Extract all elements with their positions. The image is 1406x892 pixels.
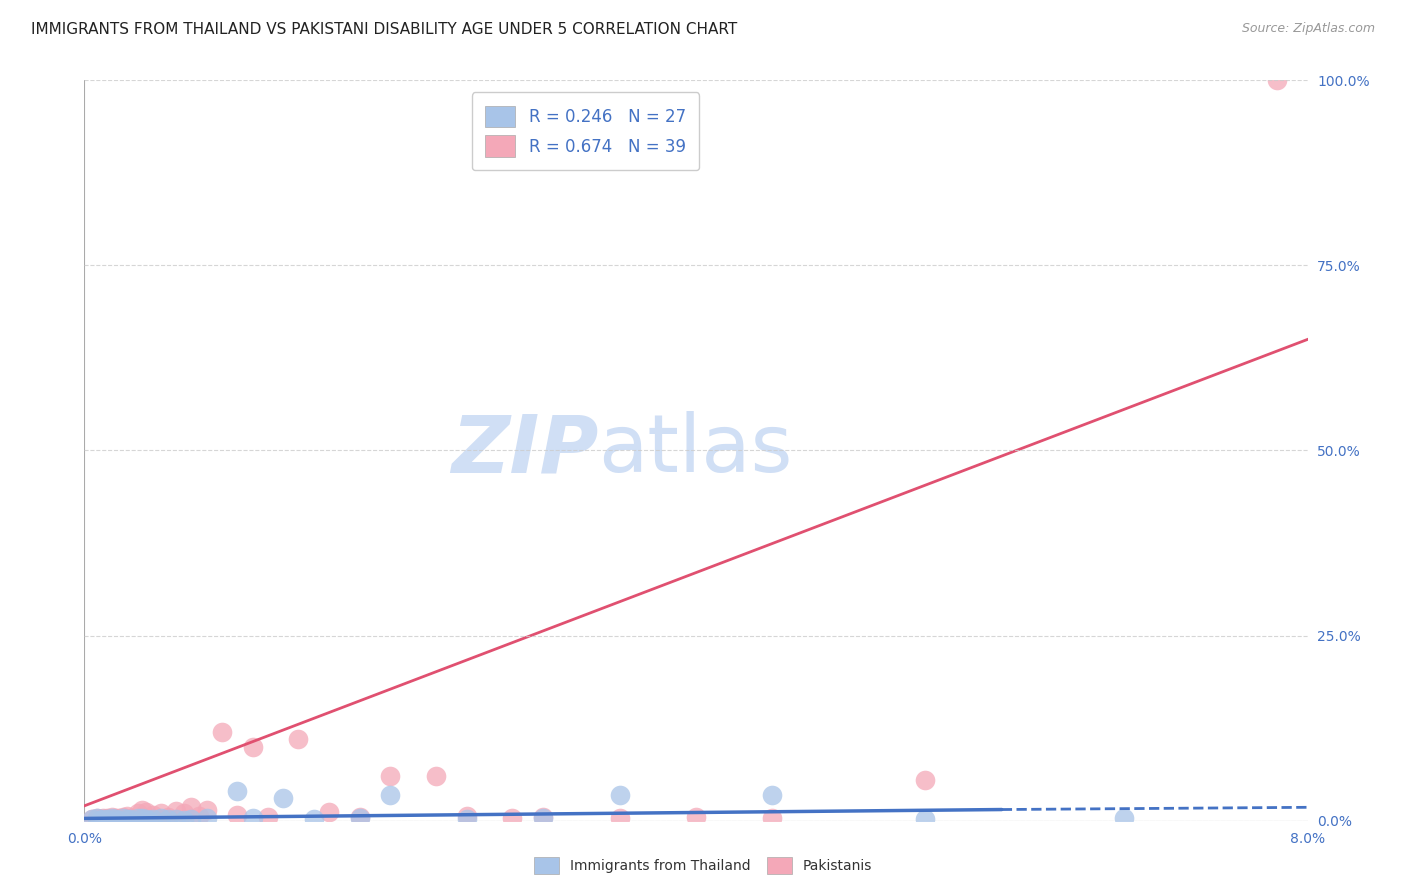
Point (761, 811, 783, 825)
Point (80, 812, 103, 826)
Point (107, 811, 129, 825)
Point (149, 806, 172, 821)
Point (609, 788, 631, 802)
Point (180, 812, 202, 826)
Point (127, 806, 149, 821)
Point (127, 811, 149, 825)
Point (111, 812, 134, 826)
Point (914, 772, 936, 787)
Point (180, 800, 202, 814)
Point (287, 732, 309, 747)
Point (226, 784, 249, 798)
Point (1265, 73, 1288, 87)
Point (89, 813, 111, 827)
Point (149, 812, 172, 826)
Point (135, 805, 157, 819)
Point (380, 788, 402, 802)
Text: IMMIGRANTS FROM THAILAND VS PAKISTANI DISABILITY AGE UNDER 5 CORRELATION CHART: IMMIGRANTS FROM THAILAND VS PAKISTANI DI… (31, 22, 737, 37)
Point (96, 812, 118, 826)
Point (456, 809, 478, 823)
Point (456, 812, 478, 826)
Point (318, 805, 340, 819)
Point (91, 811, 114, 825)
Point (104, 812, 127, 826)
Point (685, 810, 707, 824)
Point (142, 812, 165, 826)
Point (271, 791, 294, 805)
Point (380, 769, 402, 783)
Text: ZIP: ZIP (451, 411, 598, 490)
Point (173, 806, 195, 821)
Point (131, 803, 153, 817)
Point (425, 769, 447, 783)
Point (1114, 812, 1136, 826)
Point (302, 812, 325, 826)
Point (101, 810, 124, 824)
Text: atlas: atlas (598, 411, 793, 490)
Point (531, 812, 554, 826)
Point (104, 812, 127, 826)
Point (502, 811, 524, 825)
Point (142, 807, 165, 822)
Point (101, 812, 124, 826)
Point (531, 810, 554, 824)
Point (195, 803, 218, 817)
Point (86, 812, 108, 826)
Point (165, 812, 187, 826)
Point (115, 812, 138, 826)
Point (120, 812, 142, 826)
Point (914, 812, 936, 826)
Point (242, 739, 264, 754)
Point (257, 810, 280, 824)
Point (349, 812, 371, 826)
Point (165, 804, 187, 818)
Point (115, 809, 138, 823)
Point (349, 810, 371, 824)
Point (173, 813, 195, 827)
Point (157, 812, 180, 826)
Legend: Immigrants from Thailand, Pakistanis: Immigrants from Thailand, Pakistanis (527, 850, 879, 880)
Text: Source: ZipAtlas.com: Source: ZipAtlas.com (1241, 22, 1375, 36)
Point (89, 812, 111, 826)
Point (86, 812, 108, 826)
Point (609, 811, 631, 825)
Point (761, 788, 783, 802)
Point (135, 812, 157, 826)
Point (211, 724, 233, 739)
Point (120, 812, 142, 826)
Point (91, 812, 114, 826)
Point (131, 812, 153, 826)
Legend: R = 0.246   N = 27, R = 0.674   N = 39: R = 0.246 N = 27, R = 0.674 N = 39 (472, 92, 699, 170)
Point (157, 810, 180, 824)
Point (188, 809, 211, 823)
Point (195, 812, 218, 826)
Point (138, 813, 160, 827)
Point (107, 813, 129, 827)
Point (226, 808, 249, 822)
Point (111, 810, 134, 824)
Point (80, 812, 103, 826)
Point (96, 812, 118, 826)
Point (242, 812, 264, 826)
